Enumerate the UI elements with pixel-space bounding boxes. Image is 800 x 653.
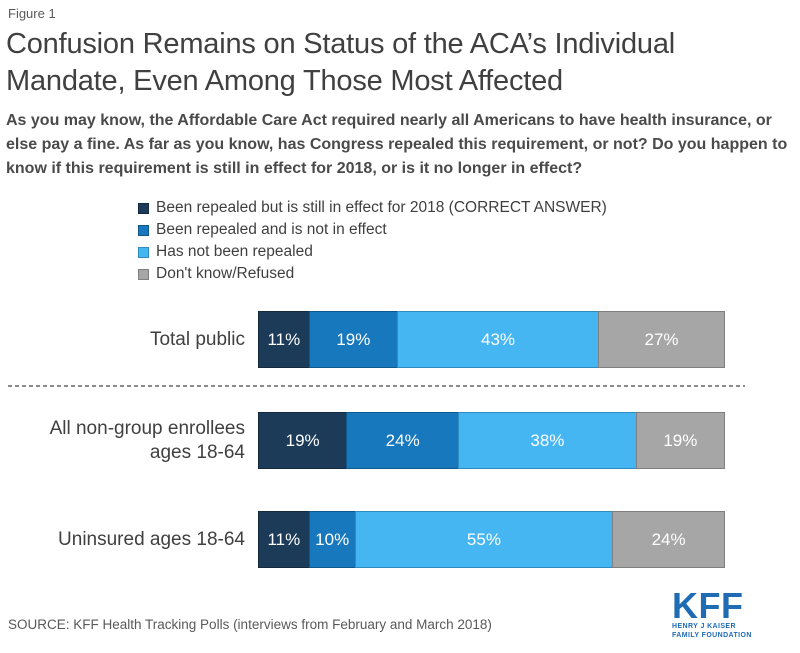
chart-legend: Been repealed but is still in effect for… <box>138 197 607 285</box>
stacked-bar: 11% 19% 43% 27% <box>258 311 728 368</box>
stacked-bar: 11% 10% 55% 24% <box>258 511 728 568</box>
source-note: SOURCE: KFF Health Tracking Polls (inter… <box>8 617 492 632</box>
kff-logo-tagline: HENRY J KAISER FAMILY FOUNDATION <box>672 623 752 640</box>
legend-item-label: Been repealed and is not in effect <box>156 221 387 238</box>
page-title: Confusion Remains on Status of the ACA’s… <box>6 28 676 97</box>
section-divider <box>8 385 745 387</box>
legend-swatch <box>138 268 149 280</box>
legend-item: Has not been repealed <box>138 241 607 263</box>
bar-segment: 11% <box>258 511 310 568</box>
survey-question-text: As you may know, the Affordable Care Act… <box>6 112 788 177</box>
bar-segment: 43% <box>396 311 600 368</box>
stacked-bar-chart: Total public 11% 19% 43% 27% All non-group en… <box>8 311 792 568</box>
category-label: All non-group enrollees ages 18-64 <box>49 417 245 463</box>
kff-logo: KFF HENRY J KAISER FAMILY FOUNDATION <box>672 585 752 640</box>
bar-segment: 55% <box>354 511 614 568</box>
legend-item: Been repealed but is still in effect for… <box>138 197 607 219</box>
bar-segment: 10% <box>308 511 356 568</box>
legend-item: Been repealed and is not in effect <box>138 219 607 241</box>
bar-segment: 24% <box>346 412 460 469</box>
bar-segment: 19% <box>308 311 398 368</box>
legend-item-label: Been repealed but is still in effect for… <box>156 199 607 216</box>
legend-item-label: Has not been repealed <box>156 243 313 260</box>
bar-segment: 38% <box>458 412 637 469</box>
figure-label: Figure 1 <box>8 6 56 21</box>
kff-logo-text: KFF <box>672 585 744 626</box>
kff-logo-tagline-line2: FAMILY FOUNDATION <box>672 631 752 639</box>
bar-segment: 19% <box>258 412 348 469</box>
bar-segment: 11% <box>258 311 310 368</box>
stacked-bar: 19% 24% 38% 19% <box>258 412 728 469</box>
legend-swatch <box>138 224 149 236</box>
legend-item: Don't know/Refused <box>138 263 607 285</box>
category-label: Uninsured ages 18-64 <box>58 528 245 550</box>
legend-swatch <box>138 202 149 214</box>
bar-segment: 27% <box>598 311 725 368</box>
kff-logo-tagline-line1: HENRY J KAISER <box>672 623 736 630</box>
bar-segment: 24% <box>612 511 725 568</box>
category-label: Total public <box>149 328 245 350</box>
chart-row: Total public 11% 19% 43% 27% <box>8 311 792 368</box>
chart-row: All non-group enrollees ages 18-64 19% 24%… <box>8 412 792 469</box>
bar-segment: 19% <box>635 412 725 469</box>
legend-swatch <box>138 246 149 258</box>
chart-row: Uninsured ages 18-64 11% 10% 55% 24% <box>8 511 792 568</box>
legend-item-label: Don't know/Refused <box>156 265 295 282</box>
